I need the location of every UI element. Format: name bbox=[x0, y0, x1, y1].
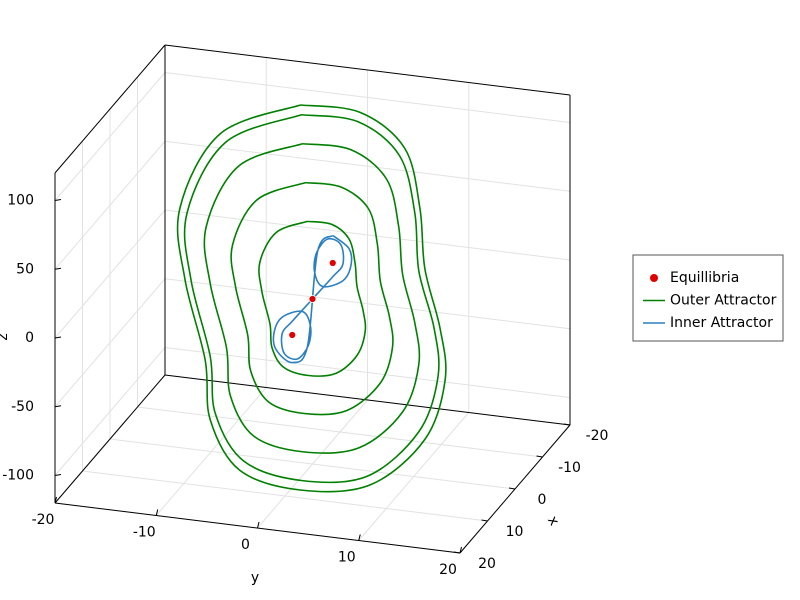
y-tick bbox=[155, 509, 159, 516]
x-tick bbox=[563, 423, 571, 426]
grid-line bbox=[137, 406, 543, 458]
x-tick-label: -20 bbox=[586, 428, 609, 444]
y-tick-label: 0 bbox=[241, 537, 250, 553]
x-tick bbox=[453, 551, 461, 554]
equilibrium-point bbox=[308, 295, 317, 303]
z-tick bbox=[54, 199, 62, 201]
grid-line bbox=[109, 438, 516, 490]
x-tick bbox=[536, 455, 543, 458]
z-tick bbox=[54, 474, 62, 476]
legend-label: Outer Attractor bbox=[670, 293, 777, 309]
z-axis-label: z bbox=[0, 333, 11, 340]
grid-line bbox=[54, 347, 166, 476]
attractor-line bbox=[272, 234, 353, 364]
legend-box bbox=[632, 254, 784, 342]
legend-label: Equillibria bbox=[670, 270, 739, 286]
x-tick-label: -10 bbox=[558, 460, 581, 476]
x-tick bbox=[508, 487, 516, 490]
y-tick-label: 20 bbox=[439, 562, 457, 578]
axis-edge bbox=[164, 374, 571, 426]
z-tick bbox=[54, 405, 62, 408]
x-tick bbox=[481, 519, 488, 522]
equilibrium-point bbox=[328, 259, 337, 267]
z-tick-label: -100 bbox=[2, 468, 34, 484]
grid-line bbox=[54, 140, 166, 270]
grid-line bbox=[164, 72, 571, 123]
y-tick bbox=[459, 546, 462, 554]
grid-line bbox=[164, 140, 571, 192]
grid-line bbox=[54, 72, 166, 201]
x-tick-label: 10 bbox=[506, 524, 524, 540]
y-tick bbox=[358, 534, 361, 541]
y-tick-label: -20 bbox=[32, 512, 55, 528]
axis-edge bbox=[54, 44, 166, 174]
grid-line bbox=[164, 209, 571, 261]
axis-edge bbox=[54, 374, 166, 504]
legend-label: Inner Attractor bbox=[670, 315, 773, 331]
z-tick bbox=[54, 336, 62, 339]
grid-line bbox=[164, 278, 571, 330]
legend-marker bbox=[650, 274, 658, 282]
z-tick-label: 50 bbox=[16, 261, 34, 277]
grid-line bbox=[54, 278, 166, 408]
y-tick-label: 10 bbox=[338, 550, 356, 566]
grid-line bbox=[82, 470, 488, 522]
z-tick bbox=[54, 267, 62, 270]
y-tick bbox=[257, 521, 260, 529]
x-tick-label: 20 bbox=[478, 556, 496, 572]
y-tick-label: -10 bbox=[133, 525, 156, 541]
z-tick-label: -50 bbox=[11, 399, 34, 415]
y-tick bbox=[54, 496, 57, 504]
attractor-line bbox=[176, 104, 447, 493]
y-axis-label: y bbox=[251, 570, 259, 586]
equilibrium-point bbox=[288, 331, 297, 339]
axis-edge bbox=[164, 44, 571, 96]
grid-line bbox=[54, 209, 166, 339]
grid-line bbox=[164, 347, 571, 398]
x-tick-label: 0 bbox=[538, 492, 547, 508]
z-tick-label: 100 bbox=[7, 193, 34, 209]
z-tick-label: 0 bbox=[25, 330, 34, 346]
